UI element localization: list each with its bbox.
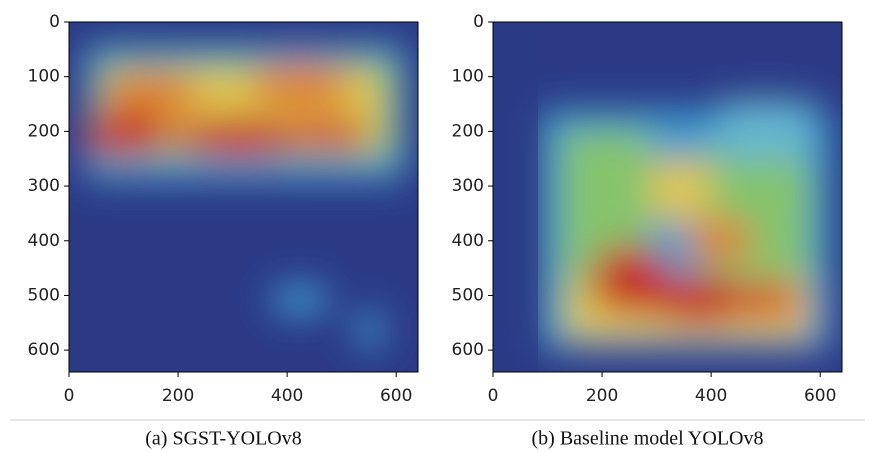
caption: (b) Baseline model YOLOv8 [532, 428, 764, 450]
y-tick-label: 200 [452, 121, 484, 141]
x-tick-label: 0 [64, 386, 75, 406]
heatmap-image-b [493, 22, 842, 372]
x-tick-label: 400 [271, 386, 303, 406]
y-tick-label: 300 [28, 176, 60, 196]
x-tick-label: 600 [804, 386, 836, 406]
y-tick-label: 600 [28, 340, 60, 360]
heatmap-image-a [69, 22, 418, 372]
y-tick-label: 500 [28, 285, 60, 305]
y-tick-label: 100 [28, 67, 60, 87]
y-tick-label: 400 [452, 231, 484, 251]
y-tick-label: 400 [28, 231, 60, 251]
y-tick-label: 300 [452, 176, 484, 196]
y-tick-label: 600 [452, 340, 484, 360]
x-tick-label: 600 [380, 386, 412, 406]
x-tick-label: 0 [488, 386, 499, 406]
y-tick-label: 0 [49, 12, 60, 32]
caption: (a) SGST-YOLOv8 [145, 428, 301, 450]
figure: 0 200 400 600 0 100 200 300 400 500 600 (a) SGST-YO… [0, 0, 875, 452]
x-tick-label: 400 [695, 386, 727, 406]
x-tick-label: 200 [162, 386, 194, 406]
y-tick-label: 0 [473, 12, 484, 32]
y-tick-label: 500 [452, 285, 484, 305]
y-tick-label: 100 [452, 67, 484, 87]
y-tick-label: 200 [28, 121, 60, 141]
x-tick-label: 200 [586, 386, 618, 406]
